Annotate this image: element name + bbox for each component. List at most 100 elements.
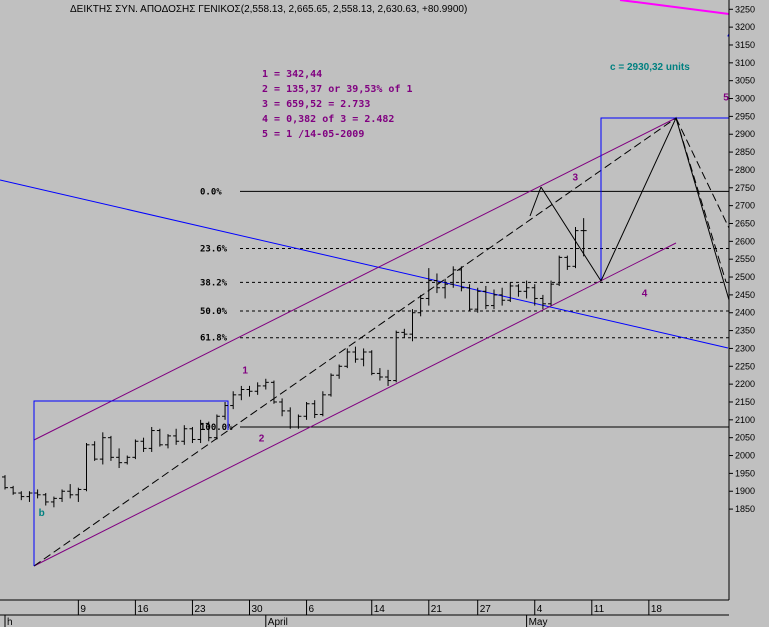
annotation-line-4: 4 = 0,382 of 3 = 2.482 xyxy=(262,114,394,125)
y-tick-label: 2100 xyxy=(735,415,755,425)
ohlc-bar xyxy=(189,426,196,444)
y-tick-label: 2550 xyxy=(735,254,755,264)
wave-label: b xyxy=(39,508,45,519)
ohlc-bar xyxy=(458,266,465,292)
y-tick-label: 3250 xyxy=(735,4,755,14)
projection-dashed-1 xyxy=(675,117,730,229)
y-tick-label: 3100 xyxy=(735,58,755,68)
ohlc-bar xyxy=(360,348,367,367)
wave-label: 3 xyxy=(573,173,579,184)
ohlc-bar xyxy=(548,280,555,306)
x-tick-label: 27 xyxy=(480,604,492,615)
y-tick-label: 2050 xyxy=(735,433,755,443)
x-tick-label: 14 xyxy=(374,604,386,615)
ohlc-bar xyxy=(507,282,514,303)
annotation-line-3: 3 = 659,52 = 2.733 xyxy=(262,99,370,110)
wave-label: 1 xyxy=(242,365,248,376)
ohlc-bar xyxy=(523,280,530,299)
ohlc-bar xyxy=(287,407,294,429)
y-tick-label: 2850 xyxy=(735,147,755,157)
x-tick-label: 30 xyxy=(252,604,264,615)
c-units-label: c = 2930,32 units xyxy=(610,62,690,73)
x-tick-label: 18 xyxy=(651,604,663,615)
annotation-box: 1 = 342,44 2 = 135,37 or 39,53% of 1 3 =… xyxy=(262,69,413,140)
x-tick-label: 16 xyxy=(137,604,149,615)
ohlc-bar xyxy=(311,400,318,419)
ohlc-bar xyxy=(165,434,171,449)
x-tick-label: 23 xyxy=(194,604,206,615)
ohlc-bar xyxy=(18,491,25,501)
ohlc-bar xyxy=(425,268,432,306)
projection-solid xyxy=(540,116,730,301)
ohlc-bar xyxy=(230,391,237,410)
ohlc-bar xyxy=(564,255,571,270)
ohlc-bar xyxy=(262,378,269,390)
ohlc-bar xyxy=(328,373,334,397)
ohlc-bar xyxy=(531,284,538,306)
fib-level-label: 61.8% xyxy=(200,334,228,344)
ohlc-bar xyxy=(303,401,310,420)
ohlc-bar xyxy=(401,328,408,338)
ohlc-bar xyxy=(433,273,440,294)
ohlc-bar xyxy=(181,425,188,445)
annotation-line-2: 2 = 135,37 or 39,53% of 1 xyxy=(262,84,413,95)
ohlc-bar xyxy=(580,218,587,257)
ohlc-bar xyxy=(491,289,497,310)
ohlc-bar xyxy=(539,294,546,310)
ohlc-bar xyxy=(42,493,49,506)
channel-upper-line xyxy=(33,117,677,441)
x-month-label: April xyxy=(268,617,288,627)
price-bars xyxy=(2,218,587,508)
projection-dashed-2 xyxy=(675,117,727,283)
ohlc-bar xyxy=(140,437,147,452)
ohlc-bar xyxy=(466,284,473,311)
y-tick-label: 2950 xyxy=(735,111,755,121)
projection-start xyxy=(529,186,542,217)
ohlc-bar xyxy=(368,350,375,376)
y-axis-ticks: 1850 1900 1950 2000 2050 2100 2150 2200 2250 2300… xyxy=(729,4,755,514)
magenta-resistance-line xyxy=(619,0,730,15)
y-tick-label: 2300 xyxy=(735,343,755,353)
y-tick-label: 2000 xyxy=(735,451,755,461)
y-tick-label: 2350 xyxy=(735,326,755,336)
x-tick-label: 9 xyxy=(80,604,86,615)
y-tick-label: 1900 xyxy=(735,486,755,496)
y-tick-label: 2150 xyxy=(735,397,755,407)
ohlc-bar xyxy=(2,475,8,490)
y-tick-label: 2900 xyxy=(735,129,755,139)
fib-level-label: 38.2% xyxy=(200,278,228,288)
x-tick-label: 11 xyxy=(594,604,605,615)
ohlc-bar xyxy=(99,432,106,465)
y-tick-label: 2800 xyxy=(735,165,755,175)
trend-line-down xyxy=(0,179,729,349)
ohlc-bar xyxy=(197,419,204,444)
ohlc-bar xyxy=(205,421,212,442)
ohlc-bar xyxy=(499,287,506,306)
ohlc-bar xyxy=(319,391,326,417)
wave-label: 4 xyxy=(642,289,648,300)
chart-title: ΔΕΙΚΤΗΣ ΣΥΝ. ΑΠΟΔΟΣΗΣ ΓΕΝΙΚΟΣ(2,558.13, … xyxy=(70,4,467,15)
ohlc-bar xyxy=(156,428,163,447)
x-axis-ticks: 9 16 23 30 6 14 21 27 4 11 18 h April May xyxy=(4,600,663,627)
x-month-label: h xyxy=(7,617,13,627)
x-tick-label: 21 xyxy=(431,604,443,615)
ohlc-bar xyxy=(10,485,17,495)
ohlc-bar xyxy=(482,285,489,310)
ohlc-bar xyxy=(254,382,261,395)
y-tick-label: 3150 xyxy=(735,40,755,50)
y-tick-label: 2200 xyxy=(735,379,755,389)
ohlc-bar xyxy=(246,385,253,397)
ohlc-bar xyxy=(336,364,343,379)
ohlc-bar xyxy=(442,278,449,299)
fib-level-label: 23.6% xyxy=(200,244,228,254)
ohlc-bar xyxy=(173,428,180,445)
y-tick-label: 2650 xyxy=(735,218,755,228)
y-tick-label: 2250 xyxy=(735,361,755,371)
ohlc-bar xyxy=(295,414,302,429)
ohlc-bar xyxy=(279,398,286,417)
ohlc-bar xyxy=(385,369,392,386)
y-tick-label: 1950 xyxy=(735,468,755,478)
ohlc-bar xyxy=(352,346,359,363)
ohlc-bar xyxy=(572,227,579,269)
channel-lower-line xyxy=(33,242,677,567)
